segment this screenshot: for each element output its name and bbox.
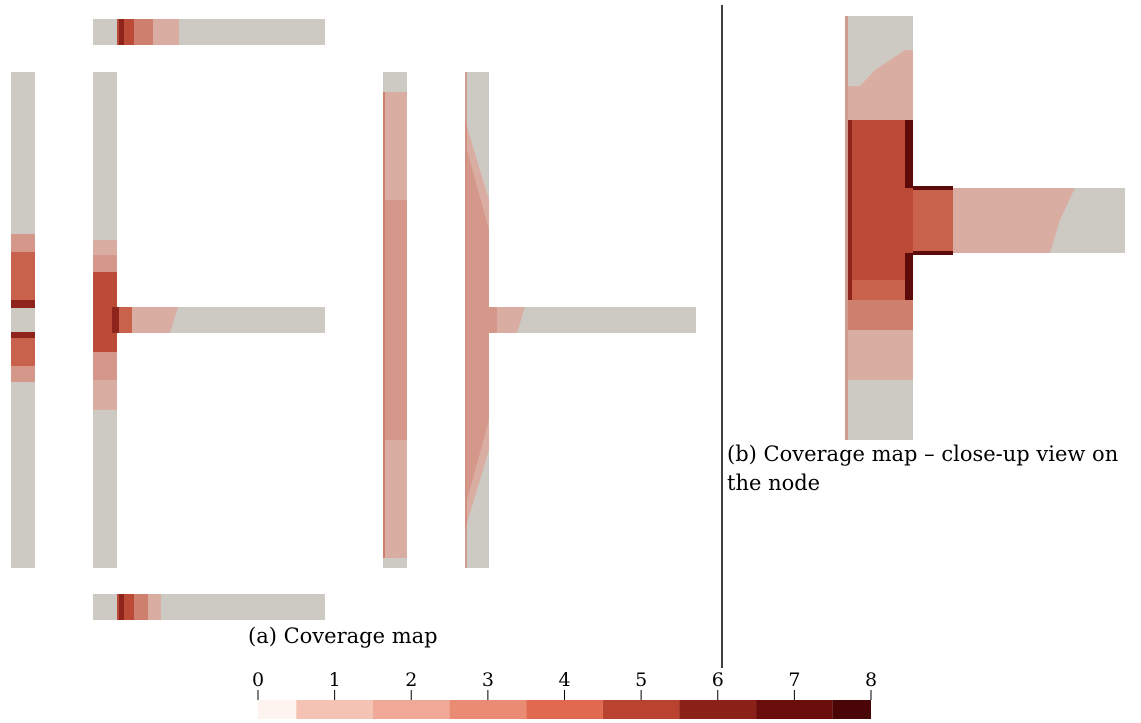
colorbar-tick-label: 7 [788,669,801,691]
colorbar-segment [756,700,833,719]
colorbar-tick-label: 5 [635,669,648,691]
colorbar-tick-label: 8 [864,669,878,691]
colorbar-segment [449,700,527,719]
colorbar-tick-label: 0 [251,669,265,691]
colorbar-segment [679,700,757,719]
colorbar-segment [526,700,603,719]
panel-a-coverage-map [11,19,696,620]
t-junction-left [93,72,325,568]
colorbar-tick-label: 3 [481,669,494,691]
colorbar-tick-label: 2 [405,669,418,691]
middle-column [383,72,407,568]
panel-b-closeup [845,16,1125,440]
top-horizontal-beam [93,19,325,45]
caption-b: (b) Coverage map – close-up view on the … [727,442,1125,495]
caption-a: (a) Coverage map [248,624,438,648]
colorbar-segment [258,700,297,719]
bottom-horizontal-beam [93,594,325,620]
colorbar [257,690,872,719]
colorbar-segment [602,700,680,719]
colorbar-tick-label: 1 [328,669,341,691]
colorbar-tick-label: 4 [558,669,571,691]
t-junction-right [465,72,696,568]
colorbar-segment [296,700,373,719]
colorbar-tick-label: 6 [711,669,724,691]
colorbar-segment [372,700,450,719]
left-split-column [11,72,35,568]
colorbar-segment [832,700,871,719]
